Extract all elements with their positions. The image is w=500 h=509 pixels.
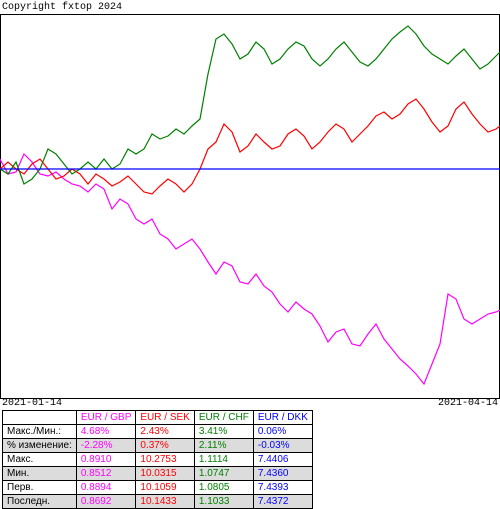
cell: 1.0805 [194, 481, 253, 495]
date-end: 2021-04-14 [438, 398, 498, 409]
cell: 10.1433 [136, 495, 194, 509]
cell: -0.03% [253, 439, 312, 453]
col-header [3, 411, 77, 425]
col-header: EUR / GBP [76, 411, 136, 425]
row-label: Перв. [3, 481, 77, 495]
cell: 2.43% [136, 425, 194, 439]
cell: 0.37% [136, 439, 194, 453]
cell: 7.4372 [253, 495, 312, 509]
row-label: Макс./Мин.: [3, 425, 77, 439]
cell: 1.0747 [194, 467, 253, 481]
cell: 10.2753 [136, 453, 194, 467]
date-start: 2021-01-14 [2, 398, 62, 409]
cell: 0.8894 [76, 481, 136, 495]
cell: 10.0315 [136, 467, 194, 481]
cell: 0.06% [253, 425, 312, 439]
row-label: Макс. [3, 453, 77, 467]
currency-chart [0, 14, 500, 399]
cell: 7.4393 [253, 481, 312, 495]
row-label: % изменение: [3, 439, 77, 453]
summary-table: EUR / GBPEUR / SEKEUR / CHFEUR / DKK Макс… [2, 410, 313, 509]
cell: 0.8512 [76, 467, 136, 481]
row-label: Последн. [3, 495, 77, 509]
col-header: EUR / DKK [253, 411, 312, 425]
cell: 1.1033 [194, 495, 253, 509]
cell: -2.28% [76, 439, 136, 453]
col-header: EUR / CHF [194, 411, 253, 425]
cell: 0.8692 [76, 495, 136, 509]
cell: 3.41% [194, 425, 253, 439]
cell: 10.1059 [136, 481, 194, 495]
cell: 2.11% [194, 439, 253, 453]
cell: 7.4360 [253, 467, 312, 481]
cell: 7.4406 [253, 453, 312, 467]
cell: 1.1114 [194, 453, 253, 467]
cell: 0.8910 [76, 453, 136, 467]
col-header: EUR / SEK [136, 411, 194, 425]
cell: 4.68% [76, 425, 136, 439]
row-label: Мин. [3, 467, 77, 481]
